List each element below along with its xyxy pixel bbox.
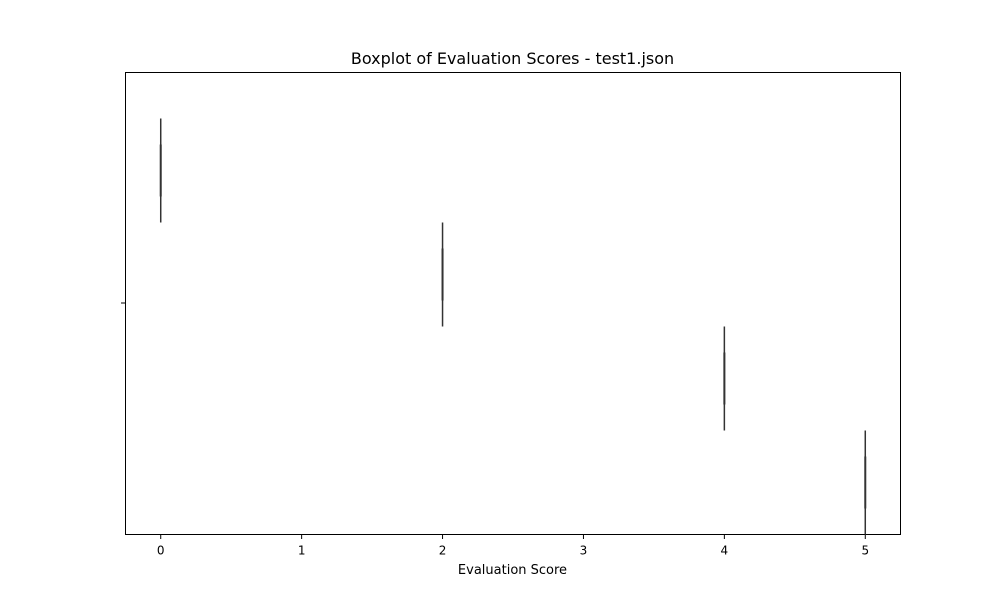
- plot-area: [125, 72, 901, 535]
- x-axis-ticks: 0 1 2 3 4 5: [157, 534, 869, 558]
- boxes-layer: [159, 118, 867, 535]
- x-axis-label: Evaluation Score: [458, 563, 567, 578]
- x-tick-label: 2: [439, 544, 447, 558]
- x-tick-label: 4: [721, 544, 729, 558]
- x-tick-label: 3: [580, 544, 588, 558]
- x-tick-label: 1: [298, 544, 306, 558]
- x-tick-label: 0: [157, 544, 165, 558]
- x-tick-label: 5: [861, 544, 869, 558]
- chart-title: Boxplot of Evaluation Scores - test1.jso…: [351, 49, 674, 68]
